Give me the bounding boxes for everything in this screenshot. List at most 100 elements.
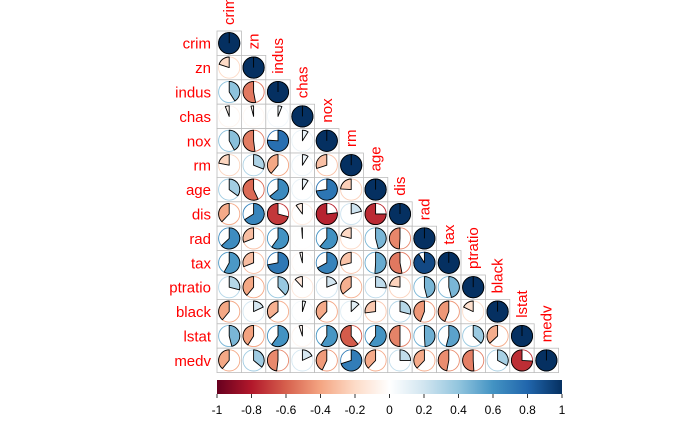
pie-wedge — [301, 300, 307, 313]
pie-wedge — [423, 324, 436, 348]
pie-wedge — [253, 154, 265, 170]
pie-wedge — [340, 276, 352, 295]
pie-wedge — [269, 178, 290, 201]
pie-wedge — [223, 251, 241, 274]
pie-wedge — [317, 251, 338, 274]
colorbar-tick-label: -0.4 — [310, 403, 331, 417]
pie-wedge — [298, 324, 303, 337]
pie-wedge — [375, 276, 387, 289]
pie-wedge — [448, 276, 460, 298]
pie-wedge — [364, 202, 387, 226]
pie-wedge — [364, 349, 377, 369]
pie-wedge — [266, 300, 279, 319]
pie-wedge — [423, 276, 436, 298]
pie-wedge — [218, 56, 230, 69]
row-label: crim — [183, 36, 211, 53]
pie-wedge — [399, 300, 412, 315]
column-label: crim — [221, 0, 238, 25]
row-label: tax — [191, 255, 212, 272]
pie-wedge — [242, 276, 255, 296]
row-label: indus — [175, 85, 211, 102]
pie-wedge — [340, 251, 352, 266]
pie-wedge — [315, 202, 338, 226]
pie-wedge — [242, 129, 256, 152]
column-label: chas — [294, 67, 311, 99]
pie-wedge — [301, 129, 309, 142]
column-label: rm — [343, 130, 360, 148]
column-label: black — [490, 258, 507, 294]
column-label: ptratio — [465, 227, 482, 269]
pie-wedge — [253, 300, 264, 313]
colorbar-tick-label: -0.8 — [241, 403, 262, 417]
column-label: medv — [538, 305, 555, 342]
pie-wedge — [301, 227, 303, 239]
pie-wedge — [271, 227, 290, 250]
pie-wedge — [277, 105, 283, 117]
pie-wedge — [218, 300, 230, 321]
pie-wedge — [320, 324, 338, 348]
colorbar-tick-label: -0.2 — [345, 403, 366, 417]
pie-wedge — [340, 227, 352, 239]
pie-wedge — [301, 178, 309, 191]
pie-wedge — [242, 178, 259, 201]
pie-wedge — [228, 129, 241, 151]
column-label: age — [368, 146, 385, 171]
pie-wedge — [242, 227, 255, 243]
pie-wedge — [295, 202, 303, 215]
pie-wedge — [267, 154, 279, 174]
pie-wedge — [375, 227, 387, 250]
pie-wedge — [301, 154, 309, 166]
pie-wedge — [326, 276, 338, 288]
row-label: black — [176, 304, 212, 321]
colorbar-tick-label: 0 — [386, 403, 393, 417]
pie-wedge — [266, 202, 289, 226]
column-label: rad — [416, 199, 433, 221]
row-label: lstat — [183, 329, 211, 346]
pie-wedge — [350, 202, 362, 215]
row-label: rad — [189, 231, 211, 248]
colorbar-tick-label: 0.2 — [416, 403, 433, 417]
pie-wedge — [413, 251, 436, 274]
pie-wedge — [271, 324, 290, 347]
row-label: zn — [195, 60, 211, 77]
pie-wedge — [267, 251, 290, 274]
colorbar-tick-label: 1 — [559, 403, 566, 417]
pie-wedge — [472, 324, 485, 344]
colorbar — [217, 380, 562, 394]
pie-wedge — [242, 251, 255, 268]
pie-wedge — [437, 349, 450, 372]
pie-wedge — [445, 324, 460, 348]
pie-wedge — [266, 129, 290, 152]
pie-wedge — [463, 300, 474, 313]
row-label: age — [186, 182, 211, 199]
colorbar-tick-label: -1 — [212, 403, 223, 417]
colorbar-tick-label: 0.6 — [485, 403, 502, 417]
pie-wedge — [319, 227, 338, 250]
pie-wedge — [228, 276, 241, 291]
row-label: rm — [194, 158, 212, 175]
pie-wedge — [221, 227, 241, 250]
column-label: nox — [319, 98, 336, 123]
pie-wedge — [250, 105, 255, 117]
pie-wedge — [486, 324, 499, 344]
pie-wedge — [315, 349, 328, 371]
pie-wedge — [364, 300, 377, 314]
pie-wedge — [340, 349, 363, 372]
pie-wedge — [224, 105, 230, 117]
pie-wedge — [389, 276, 401, 288]
pie-wedge — [242, 324, 255, 346]
pie-wedge — [368, 324, 387, 347]
pie-wedge — [399, 349, 412, 361]
pie-wedge — [228, 178, 241, 197]
row-label: medv — [174, 353, 211, 370]
pie-wedge — [511, 349, 534, 372]
column-label: dis — [392, 177, 409, 196]
pie-wedge — [437, 300, 450, 322]
colorbar-tick-label: 0.8 — [519, 403, 536, 417]
pie-wedge — [315, 178, 338, 201]
row-label: ptratio — [169, 280, 211, 297]
pie-wedge — [299, 251, 303, 264]
colorbar-tick-label: 0.4 — [450, 403, 467, 417]
row-label: chas — [179, 109, 211, 126]
row-label: nox — [187, 133, 212, 150]
